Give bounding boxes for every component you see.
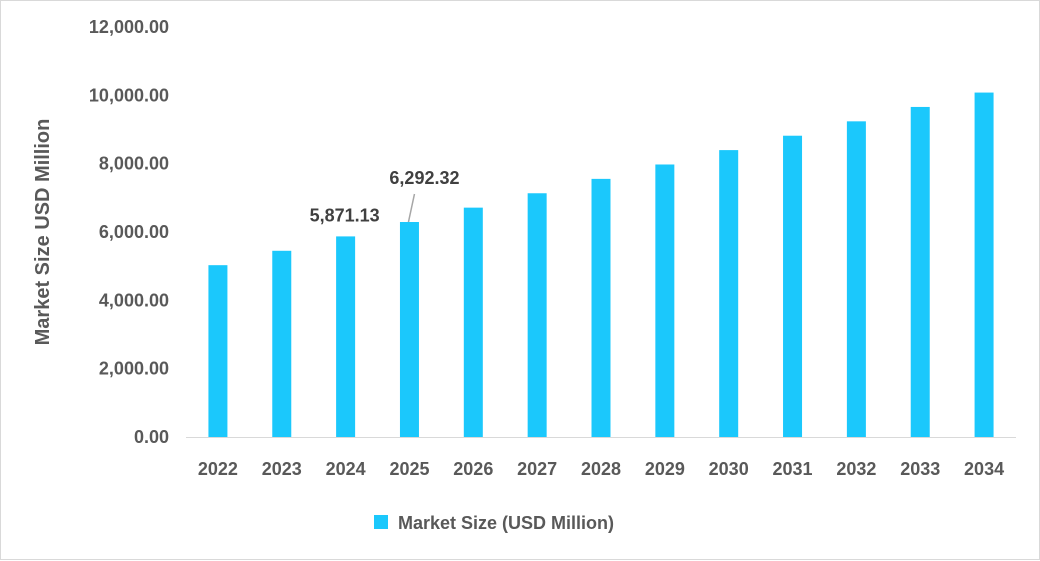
bar-2028 [591,178,611,437]
x-tick-label: 2029 [645,459,685,479]
bar-2026 [463,207,483,437]
x-tick-label: 2022 [198,459,238,479]
x-tick-label: 2028 [581,459,621,479]
data-label: 5,871.13 [310,205,380,225]
bar-2027 [527,193,547,437]
x-tick-label: 2032 [836,459,876,479]
bar-2034 [974,92,994,438]
data-label: 6,292.32 [389,168,459,188]
bar-2030 [719,150,739,438]
x-tick-label: 2030 [709,459,749,479]
x-tick-label: 2034 [964,459,1004,479]
data-label-leader-line [407,193,416,223]
y-tick-label: 2,000.00 [99,359,169,379]
bar-2025 [399,222,419,437]
y-tick-label: 0.00 [134,427,169,447]
x-tick-label: 2024 [326,459,366,479]
bar-2024 [336,236,356,437]
x-tick-label: 2031 [773,459,813,479]
x-tick-label: 2033 [900,459,940,479]
bar-2033 [910,106,930,437]
y-tick-label: 4,000.00 [99,290,169,310]
y-tick-label: 12,000.00 [89,17,169,37]
y-tick-label: 8,000.00 [99,154,169,174]
x-tick-label: 2026 [453,459,493,479]
y-axis-title: Market Size USD Million [32,119,54,346]
bar-2022 [208,265,228,437]
x-tick-label: 2027 [517,459,557,479]
x-tick-label: 2023 [262,459,302,479]
y-tick-label: 10,000.00 [89,85,169,105]
bar-2029 [655,164,675,437]
bar-2032 [846,121,866,437]
bar-2023 [272,250,292,437]
y-tick-label: 6,000.00 [99,222,169,242]
x-tick-label: 2025 [389,459,429,479]
legend-swatch [374,515,388,529]
legend-label: Market Size (USD Million) [398,513,614,533]
bar-2031 [783,135,803,438]
